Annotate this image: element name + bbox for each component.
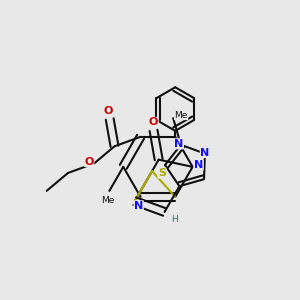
Text: O: O (149, 117, 158, 128)
Text: N: N (194, 160, 203, 170)
Text: N: N (200, 148, 209, 158)
Text: H: H (171, 215, 178, 224)
Text: O: O (103, 106, 112, 116)
Text: Me: Me (174, 111, 188, 120)
Text: N: N (174, 139, 184, 149)
Text: Me: Me (101, 196, 114, 205)
Text: S: S (158, 168, 166, 178)
Text: O: O (84, 157, 94, 166)
Text: N: N (134, 201, 143, 211)
